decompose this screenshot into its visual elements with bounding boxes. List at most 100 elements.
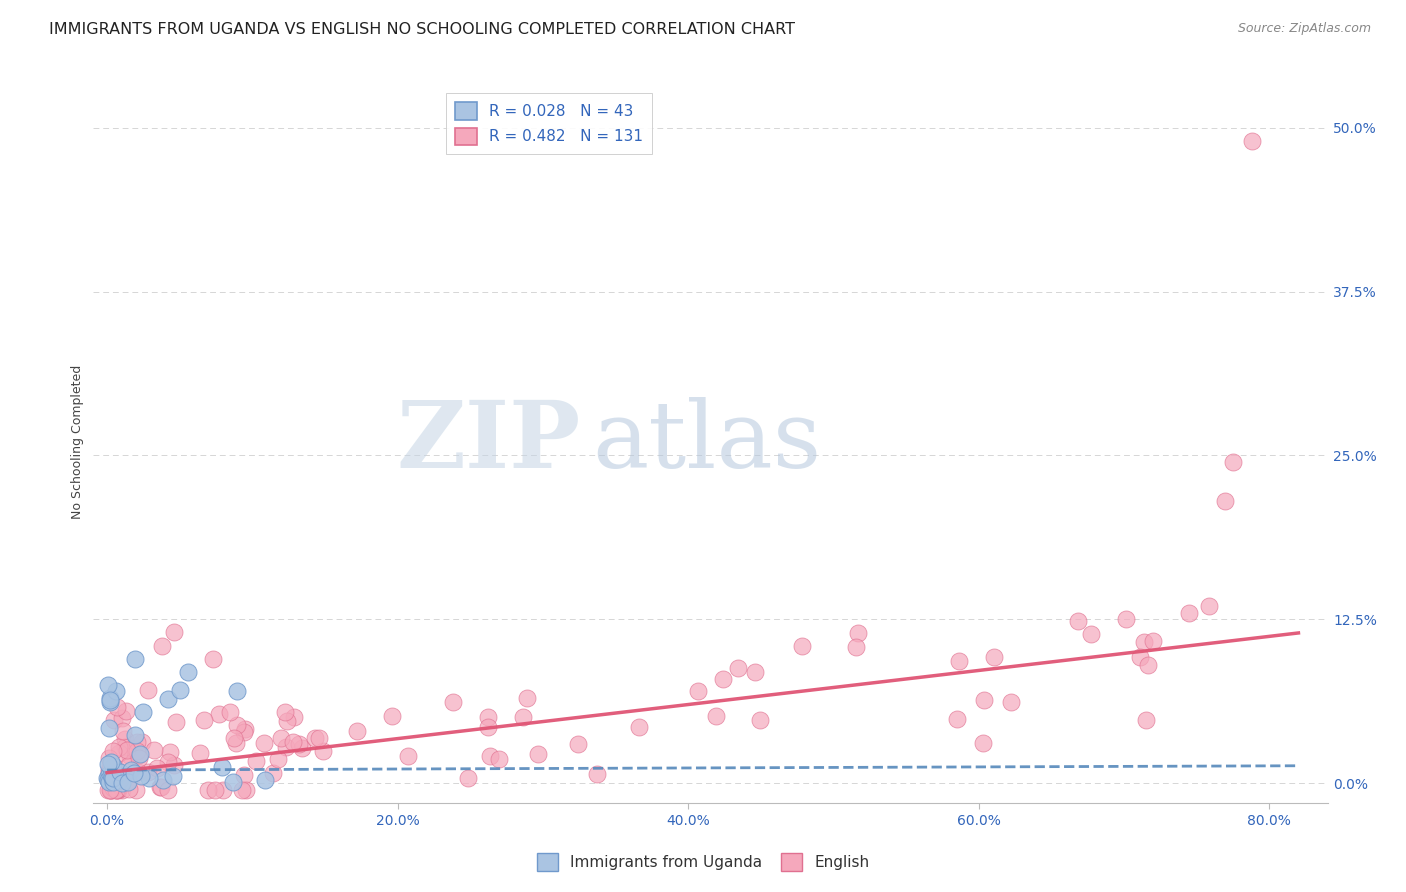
Point xyxy=(111,776,134,790)
Point xyxy=(512,710,534,724)
Point xyxy=(346,724,368,739)
Point xyxy=(291,741,314,756)
Point xyxy=(1142,634,1164,648)
Point xyxy=(118,782,141,797)
Point xyxy=(115,704,138,718)
Point xyxy=(308,731,330,746)
Point xyxy=(117,773,139,788)
Point xyxy=(477,710,499,724)
Point xyxy=(131,706,153,720)
Point xyxy=(225,684,247,698)
Point xyxy=(222,731,245,745)
Point xyxy=(162,769,184,783)
Point xyxy=(1115,612,1137,626)
Point xyxy=(1080,627,1102,641)
Point xyxy=(381,708,404,723)
Point xyxy=(304,731,326,745)
Text: Source: ZipAtlas.com: Source: ZipAtlas.com xyxy=(1237,22,1371,36)
Point xyxy=(159,745,181,759)
Point xyxy=(704,709,727,723)
Point xyxy=(233,725,256,739)
Point xyxy=(197,782,219,797)
Point xyxy=(1000,695,1022,709)
Point xyxy=(211,760,233,774)
Point xyxy=(97,678,120,692)
Point xyxy=(127,764,149,779)
Point xyxy=(128,751,150,765)
Point xyxy=(101,769,124,783)
Point xyxy=(948,654,970,668)
Point xyxy=(274,740,297,755)
Point xyxy=(157,782,180,797)
Point xyxy=(149,780,172,794)
Point xyxy=(108,772,131,787)
Point xyxy=(254,773,277,788)
Point xyxy=(443,695,465,709)
Point xyxy=(477,720,499,734)
Point xyxy=(270,731,292,745)
Point xyxy=(276,714,298,728)
Point xyxy=(98,695,121,709)
Point xyxy=(100,755,122,769)
Point xyxy=(117,775,139,789)
Point xyxy=(136,683,159,698)
Point xyxy=(125,782,148,797)
Point xyxy=(98,772,121,786)
Point xyxy=(136,764,159,779)
Point xyxy=(104,782,127,797)
Point xyxy=(97,775,120,789)
Point xyxy=(478,749,501,764)
Point xyxy=(114,739,136,754)
Point xyxy=(457,772,479,786)
Point xyxy=(107,746,129,760)
Point xyxy=(169,683,191,698)
Point xyxy=(627,720,650,734)
Text: ZIP: ZIP xyxy=(396,397,581,487)
Point xyxy=(105,782,128,797)
Point xyxy=(101,772,124,786)
Point xyxy=(125,744,148,758)
Point xyxy=(103,767,125,781)
Point xyxy=(125,735,148,749)
Point xyxy=(744,665,766,680)
Point xyxy=(727,660,749,674)
Point xyxy=(267,752,290,766)
Point xyxy=(100,770,122,784)
Point xyxy=(1241,134,1264,148)
Point xyxy=(1067,615,1090,629)
Point xyxy=(105,700,128,714)
Point xyxy=(142,743,165,757)
Point xyxy=(231,782,253,797)
Point xyxy=(1198,599,1220,614)
Point xyxy=(527,747,550,761)
Point xyxy=(1222,455,1244,469)
Point xyxy=(283,710,305,724)
Point xyxy=(111,782,134,797)
Point xyxy=(101,743,124,757)
Point xyxy=(100,782,122,797)
Point xyxy=(274,705,297,719)
Point xyxy=(311,744,333,758)
Point xyxy=(103,772,125,786)
Point xyxy=(107,780,129,795)
Point xyxy=(281,735,304,749)
Point xyxy=(117,772,139,787)
Point xyxy=(225,736,247,750)
Point xyxy=(138,771,160,785)
Point xyxy=(222,775,245,789)
Point xyxy=(567,737,589,751)
Point xyxy=(98,763,121,777)
Point xyxy=(253,736,276,750)
Point xyxy=(1129,650,1152,665)
Point xyxy=(97,757,120,772)
Point xyxy=(163,758,186,772)
Point xyxy=(107,740,129,755)
Point xyxy=(98,782,121,797)
Point xyxy=(1135,713,1157,727)
Point xyxy=(103,780,125,795)
Point xyxy=(122,766,145,780)
Point xyxy=(749,714,772,728)
Point xyxy=(262,766,284,780)
Text: atlas: atlas xyxy=(593,397,823,487)
Point xyxy=(107,782,129,797)
